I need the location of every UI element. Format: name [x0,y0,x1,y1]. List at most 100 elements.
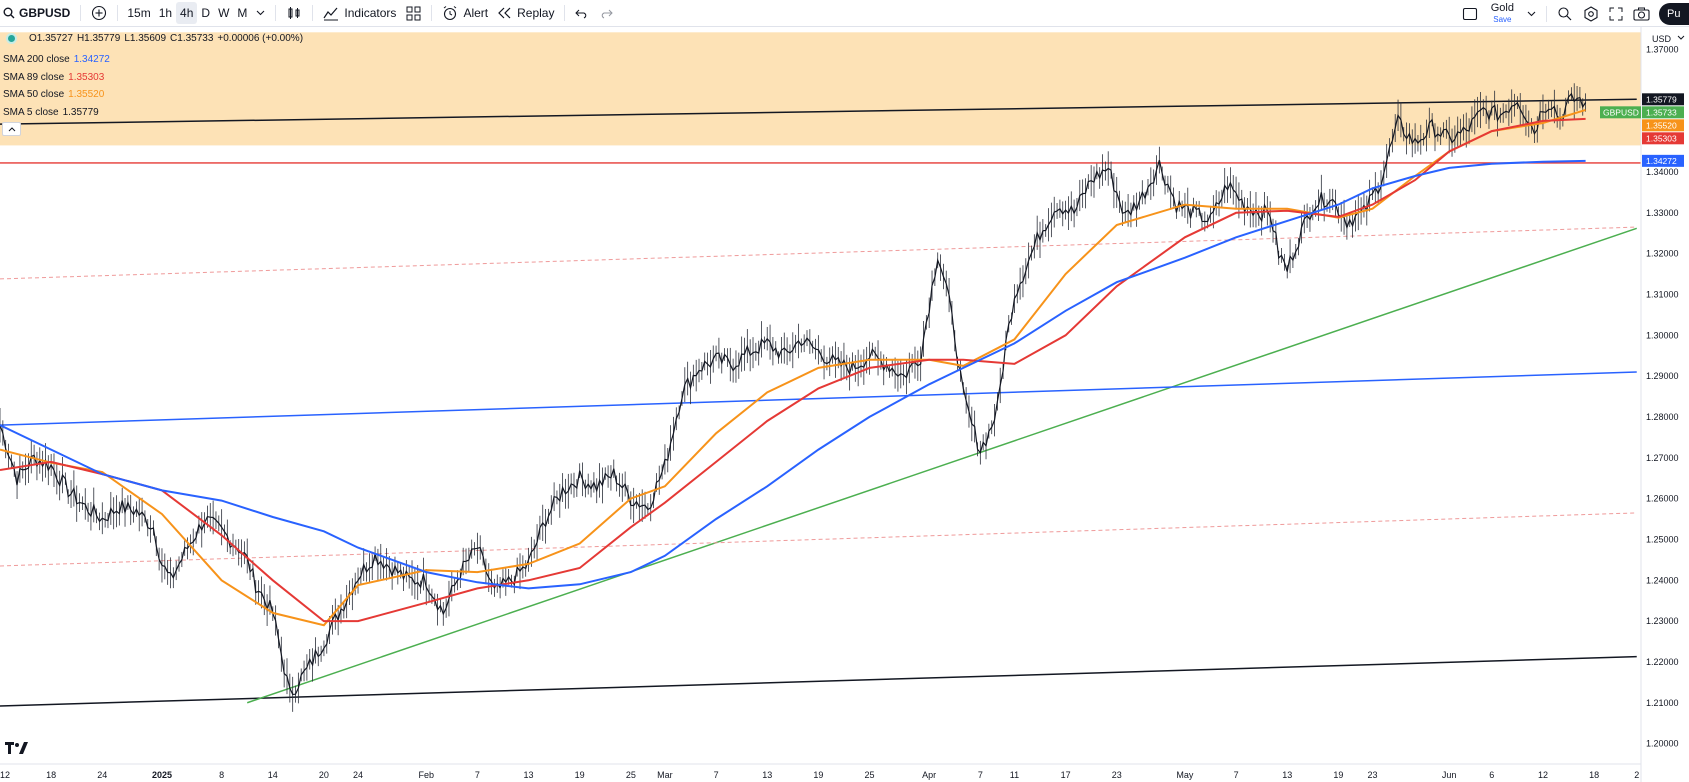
symbol-search[interactable]: GBPUSD [0,0,75,27]
quick-search-button[interactable] [1552,0,1578,27]
time-tick-label: 11 [1010,770,1019,780]
price-tick-label: 1.29000 [1646,371,1679,381]
legend-sma-200[interactable]: SMA 200 close 1.34272 [3,51,110,69]
time-tick-label: 24 [353,770,363,780]
watchlist-save[interactable]: Save [1493,14,1512,24]
snapshot-button[interactable] [1628,0,1655,27]
time-tick-label: May [1176,770,1194,780]
time-tick-label: 13 [1282,770,1292,780]
time-tick-label: 8 [219,770,224,780]
chevron-down-icon [1527,11,1536,16]
time-tick-label: 19 [813,770,823,780]
alert-label: Alert [463,6,489,20]
redo-button[interactable] [594,0,618,27]
price-axis: 1.20000 1.21000 1.22000 1.23000 1.24000 1.250… [1646,44,1679,748]
publish-button[interactable]: Pu [1659,2,1689,25]
price-tick-label: 1.27000 [1646,453,1679,463]
dashed-trendline [0,512,1637,567]
interval-m[interactable]: M [237,6,248,20]
price-tick-label: 1.24000 [1646,575,1679,585]
trendline [0,655,1637,707]
time-tick-label: 23 [1367,770,1377,780]
undo-icon [575,9,587,19]
watchlist-selector[interactable]: Gold Save [1483,2,1522,25]
time-tick-label: 6 [1489,770,1494,780]
price-tags: 1.35779 1.35733 GBPUSD 1.35520 1.35303 1.3427… [1600,93,1684,167]
legend-sma-50[interactable]: SMA 50 close 1.35520 [3,86,110,104]
time-tick-label: 17 [1061,770,1071,780]
time-tick-label: 18 [1589,770,1599,780]
settings-button[interactable] [1578,0,1604,27]
ohlc-high: H1.35779 [76,33,121,44]
fullscreen-button[interactable] [1604,0,1628,27]
plus-circle-icon [92,5,107,21]
price-tick-label: 1.21000 [1646,698,1679,708]
legend-label: SMA 5 close [3,106,59,118]
price-tag [1642,154,1684,167]
watchlist-dropdown[interactable] [1522,0,1541,27]
time-tick-label: 7 [714,770,719,780]
time-axis: 12 18 24 2025 8 14 20 24 Feb 7 13 19 25 Mar 7 13 19 25 Apr… [0,770,1639,780]
price-tick-label: 1.32000 [1646,249,1679,259]
camera-icon [1633,7,1650,21]
redo-icon [602,9,614,19]
trendline [0,371,1637,426]
layouts-button[interactable] [401,0,426,27]
currency-label[interactable]: USD [1651,34,1671,44]
sma-layer [0,108,1586,627]
symbol-tag-label: GBPUSD [1603,107,1639,117]
toolbar-divider [1546,5,1547,22]
time-tick-label: 2025 [152,770,172,780]
indicators-button[interactable]: Indicators [318,0,401,27]
time-tick-label: 7 [475,770,480,780]
undo-button[interactable] [570,0,594,27]
price-tick-label: 1.31000 [1646,289,1679,299]
interval-d[interactable]: D [201,6,211,20]
price-tick-label: 1.25000 [1646,534,1679,544]
rewind-icon [498,7,511,19]
interval-4h[interactable]: 4h [176,2,198,24]
currency-dropdown[interactable] [1677,33,1685,43]
price-tag [1642,93,1684,106]
interval-w[interactable]: W [218,6,230,20]
time-tick-label: 23 [1112,770,1122,780]
time-tick-label: 2 [1634,770,1639,780]
time-tick-label: 14 [268,770,278,780]
legend-sma-5[interactable]: SMA 5 close 1.35779 [3,104,110,122]
time-tick-label: 19 [575,770,585,780]
price-tick-label: 1.37000 [1646,44,1679,54]
symbol-label: GBPUSD [19,6,71,20]
alarm-clock-icon [444,6,457,21]
top-toolbar: GBPUSD 15m 1h 4h D W M Indicators Alert … [0,0,1689,27]
alert-button[interactable]: Alert [437,0,493,27]
trendline [0,98,1637,125]
legend-sma-89[interactable]: SMA 89 close 1.35303 [3,69,110,87]
ohlc-low: L1.35609 [124,33,167,44]
price-tag-value: 1.35733 [1646,107,1677,117]
replay-button[interactable]: Replay [493,0,559,27]
price-tick-label: 1.28000 [1646,412,1679,422]
time-tick-label: 13 [762,770,772,780]
time-tick-label: 25 [865,770,875,780]
indicators-label: Indicators [344,6,397,20]
toolbar-divider [431,5,433,21]
legend-label: SMA 50 close [3,89,65,100]
compare-button[interactable] [86,0,112,27]
interval-dropdown[interactable] [251,0,270,27]
time-tick-label: 19 [1333,770,1343,780]
sma-line-50 [0,108,1586,627]
layout-toggle-button[interactable] [1457,0,1483,27]
interval-1h[interactable]: 1h [158,6,173,20]
price-tag-value: 1.34272 [1646,156,1677,166]
tradingview-logo-icon[interactable] [5,741,29,755]
legend-label: SMA 89 close [3,71,65,83]
ohlc-close: C1.35733 [170,33,214,44]
chart-type-button[interactable] [281,0,307,27]
interval-15m[interactable]: 15m [127,6,151,20]
time-tick-label: Feb [418,770,434,780]
candle-layer [0,83,1587,712]
toolbar-divider [80,5,82,21]
toolbar-divider [275,5,277,21]
legend-collapse-button[interactable] [2,122,21,136]
